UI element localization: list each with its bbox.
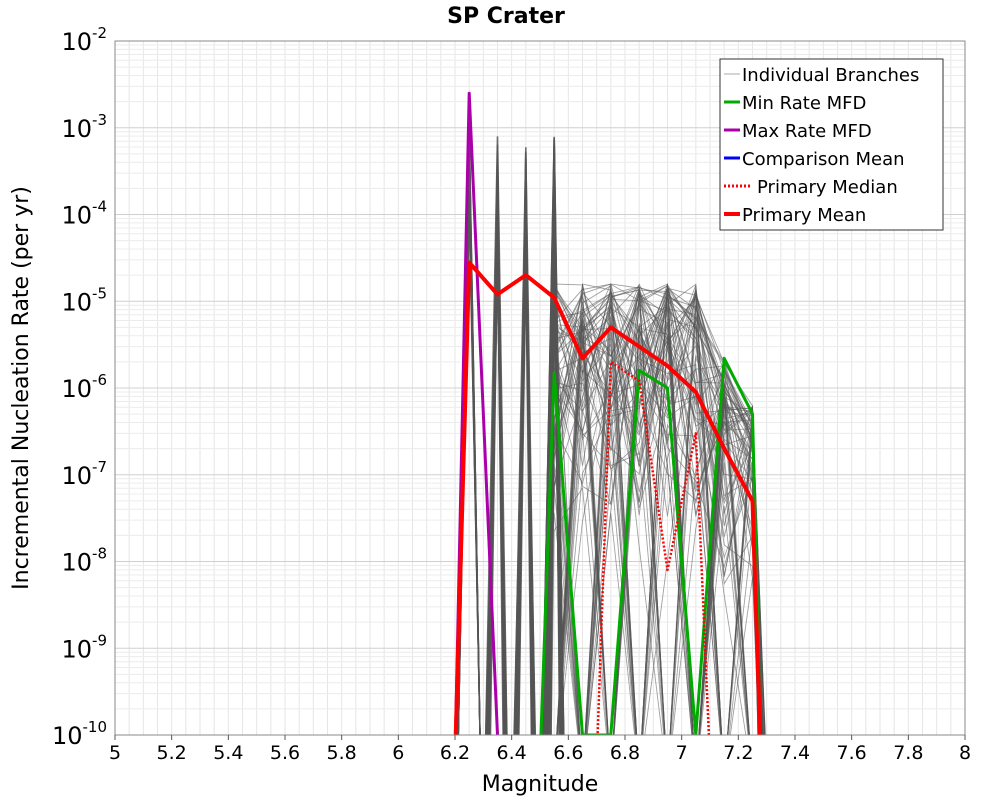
y-tick-label: 10-9 [61, 631, 107, 663]
branch-line [542, 288, 761, 735]
branch-lines-group [457, 122, 766, 735]
chart-title: SP Crater [447, 4, 565, 29]
branch-line [550, 321, 765, 735]
y-tick-label: 10-10 [52, 718, 107, 750]
x-tick-label: 7.4 [780, 742, 810, 764]
x-tick-label: 5.8 [327, 742, 357, 764]
legend-label: Individual Branches [742, 65, 919, 86]
branch-line [548, 286, 762, 735]
y-tick-label: 10-7 [61, 458, 107, 490]
plot-area: 5 5.2 5.4 5.6 5.8 6 6.2 6.4 6.6 6.8 7 7.2 7.4 7.6 7.8 8… [52, 24, 971, 764]
x-tick-label: 8 [959, 742, 971, 764]
branch-line [546, 308, 750, 735]
x-tick-label: 6.8 [610, 742, 640, 764]
x-tick-label: 7.8 [893, 742, 923, 764]
x-tick-label: 6.4 [497, 742, 527, 764]
series-line-primary-mean [453, 260, 763, 735]
series-line-min-rate-mfd [539, 356, 762, 735]
y-tick-label: 10-8 [61, 545, 107, 577]
branch-line [545, 291, 750, 735]
legend-label: Primary Median [757, 177, 898, 198]
branch-line [543, 283, 749, 735]
y-tick-label: 10-6 [61, 371, 107, 403]
branch-line [488, 144, 505, 735]
branch-line [515, 147, 534, 735]
series-line-primary-median [596, 360, 711, 735]
x-tick-label: 5.4 [213, 742, 243, 764]
x-tick-label: 6.2 [440, 742, 470, 764]
branch-line [517, 157, 533, 735]
branch-line [548, 325, 760, 735]
branch-line [547, 285, 763, 735]
branch-line [485, 237, 508, 735]
x-tick-label: 5.2 [157, 742, 187, 764]
branch-line [541, 291, 750, 735]
x-tick-label: 7 [676, 742, 688, 764]
legend-label: Comparison Mean [742, 149, 905, 170]
branch-line [541, 283, 759, 735]
y-tick-label: 10-2 [61, 24, 107, 56]
x-tick-label: 6 [392, 742, 404, 764]
x-tick-label: 6.6 [553, 742, 583, 764]
x-axis-label: Magnitude [482, 772, 599, 797]
x-tick-label: 7.2 [723, 742, 753, 764]
legend-label: Max Rate MFD [742, 121, 872, 142]
y-tick-label: 10-3 [61, 111, 107, 143]
branch-line [585, 289, 764, 735]
x-tick-label: 7.6 [837, 742, 867, 764]
branch-line [556, 283, 723, 735]
series-lines-group [453, 91, 763, 735]
y-tick-label: 10-5 [61, 284, 107, 316]
branch-line [547, 293, 765, 735]
y-axis-label: Incremental Nucleation Rate (per yr) [9, 186, 34, 590]
branch-line [546, 293, 764, 735]
y-tick-label: 10-4 [61, 198, 107, 230]
branch-line [550, 301, 749, 735]
branch-line [584, 285, 759, 735]
legend-label: Min Rate MFD [742, 93, 866, 114]
legend-label: Primary Mean [742, 205, 866, 226]
x-tick-label: 5.6 [270, 742, 300, 764]
branch-line [541, 293, 762, 735]
branch-line [540, 287, 764, 735]
legend-box [719, 58, 944, 231]
x-tick-label: 5 [109, 742, 121, 764]
plot-border [114, 40, 966, 736]
